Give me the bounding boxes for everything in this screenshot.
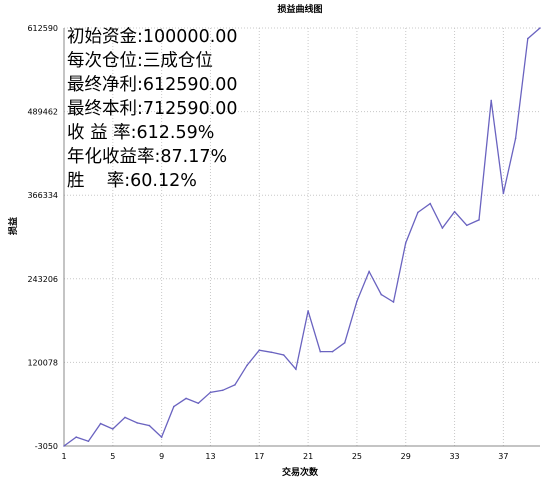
data-point xyxy=(246,364,248,367)
series-line xyxy=(63,27,541,447)
data-point xyxy=(75,436,77,438)
data-point xyxy=(136,422,138,424)
data-point xyxy=(295,368,297,371)
data-point xyxy=(380,293,383,296)
data-point xyxy=(490,99,493,102)
data-point xyxy=(209,391,212,394)
y-tick-label: 489462 xyxy=(27,108,58,117)
y-tick-label: -3050 xyxy=(35,442,58,451)
data-point xyxy=(453,210,456,213)
stat-position-size: 每次仓位:三成仓位 xyxy=(67,51,213,71)
data-point xyxy=(539,27,541,29)
y-axis-label: 损益 xyxy=(7,217,19,235)
data-point xyxy=(417,211,419,214)
plot-area xyxy=(64,28,540,446)
data-point xyxy=(234,384,236,386)
data-point xyxy=(356,300,358,303)
stats-panel: 初始资金:100000.00 每次仓位:三成仓位 最终净利:612590.00 … xyxy=(67,25,238,193)
data-point xyxy=(502,192,505,195)
data-point xyxy=(99,422,102,425)
data-point xyxy=(124,416,126,419)
stat-annual-return: 年化收益率:87.17% xyxy=(67,147,228,167)
data-point xyxy=(392,301,395,303)
data-point xyxy=(63,445,65,447)
data-point xyxy=(478,219,480,221)
x-tick-label: 13 xyxy=(205,452,215,461)
y-tick-label: 612590 xyxy=(27,24,58,33)
axes xyxy=(63,28,540,447)
data-point xyxy=(160,436,163,438)
y-tick-label: 366334 xyxy=(27,191,58,200)
data-point xyxy=(112,428,114,430)
data-point xyxy=(87,440,90,443)
stat-net-profit: 最终净利:612590.00 xyxy=(67,75,238,95)
y-tick-label: 243206 xyxy=(27,275,58,284)
x-tick-label: 29 xyxy=(401,452,411,461)
data-point xyxy=(514,137,517,140)
x-tick-label: 5 xyxy=(110,452,115,461)
x-tick-label: 1 xyxy=(61,452,66,461)
data-point xyxy=(319,350,322,353)
data-point xyxy=(404,242,407,244)
data-point xyxy=(307,310,309,312)
data-point xyxy=(270,351,273,354)
data-point xyxy=(527,37,529,40)
grid xyxy=(63,27,540,446)
stat-final-total: 最终本利:712590.00 xyxy=(67,99,238,119)
stat-win-rate: 胜 率:60.12% xyxy=(67,171,197,191)
x-tick-label: 37 xyxy=(498,452,508,461)
stat-return-rate: 收 益 率:612.59% xyxy=(67,123,215,143)
data-point xyxy=(441,227,444,229)
data-point xyxy=(173,405,175,408)
y-tick-label: 120078 xyxy=(27,358,58,367)
data-point xyxy=(221,389,224,392)
chart-title: 损益曲线图 xyxy=(277,3,322,15)
data-point xyxy=(197,402,200,405)
x-tick-label: 9 xyxy=(159,452,164,461)
x-tick-label: 21 xyxy=(303,452,313,461)
data-point xyxy=(368,270,370,273)
data-point xyxy=(148,424,151,427)
data-point xyxy=(258,349,261,352)
data-point xyxy=(429,202,432,205)
x-tick-label: 25 xyxy=(352,452,362,461)
series-layer xyxy=(63,27,541,447)
x-axis-label: 交易次数 xyxy=(282,466,319,478)
data-point xyxy=(466,224,468,227)
data-point xyxy=(331,350,334,353)
data-point xyxy=(343,342,346,344)
x-tick-label: 33 xyxy=(449,452,459,461)
data-point xyxy=(282,354,285,356)
stat-initial-capital: 初始资金:100000.00 xyxy=(67,27,238,47)
tick-labels: -3050 120078 243206 366334 489462 612590 1 5 9 13… xyxy=(27,24,508,461)
data-point xyxy=(185,397,187,400)
x-tick-label: 17 xyxy=(254,452,264,461)
